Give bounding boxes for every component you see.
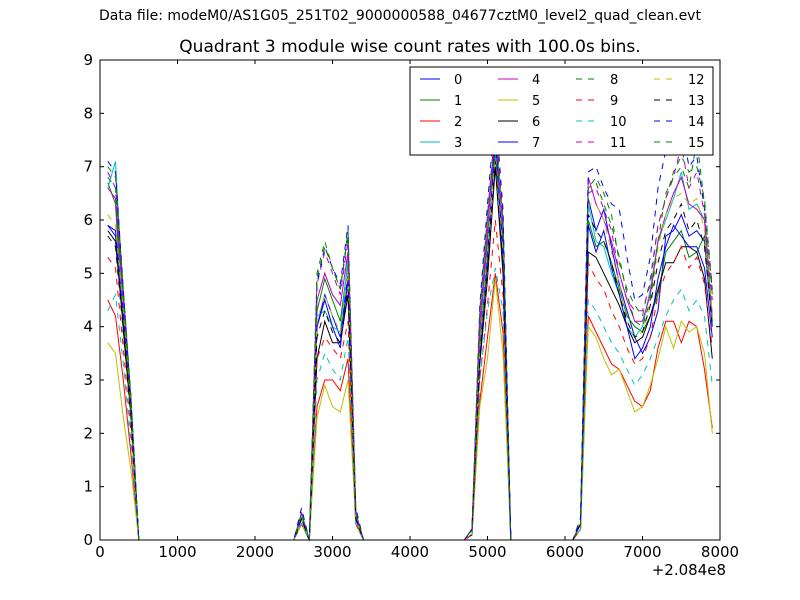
- series-line-11: [107, 123, 713, 541]
- series-line-1: [107, 155, 713, 541]
- chart-title: Quadrant 3 module wise count rates with …: [179, 37, 641, 57]
- series-line-15: [107, 134, 713, 541]
- series-line-5: [107, 278, 713, 542]
- legend-label-2: 2: [454, 115, 462, 130]
- legend-box: [409, 66, 714, 156]
- x-axis-offset-label: +2.084e8: [651, 561, 726, 579]
- legend-label-14: 14: [688, 115, 705, 130]
- x-tick-label: 5000: [468, 543, 506, 561]
- x-tick-label: 4000: [391, 543, 429, 561]
- y-tick-label: 2: [83, 424, 93, 442]
- axis-ticks: 0 1000 2000 3000 4000 5000 6000 7000 80000123456…: [83, 51, 739, 561]
- legend-label-6: 6: [532, 115, 540, 130]
- legend-label-11: 11: [610, 136, 627, 151]
- y-tick-label: 4: [83, 318, 93, 336]
- legend-label-4: 4: [532, 73, 540, 88]
- y-tick-label: 1: [83, 478, 93, 496]
- x-tick-label: 8000: [701, 543, 739, 561]
- legend-label-10: 10: [610, 115, 627, 130]
- series-line-4: [107, 129, 713, 541]
- y-tick-label: 9: [83, 51, 93, 69]
- series-line-8: [107, 123, 713, 541]
- series-line-3: [107, 145, 713, 541]
- x-tick-label: 2000: [236, 543, 274, 561]
- x-tick-label: 7000: [623, 543, 661, 561]
- legend-label-15: 15: [688, 136, 705, 151]
- legend-label-12: 12: [688, 73, 705, 88]
- series-line-10: [107, 267, 713, 541]
- y-tick-label: 8: [83, 104, 93, 122]
- legend-label-3: 3: [454, 136, 462, 151]
- legend-label-1: 1: [454, 94, 462, 109]
- y-tick-label: 5: [83, 264, 93, 282]
- x-tick-label: 0: [95, 543, 105, 561]
- legend-label-13: 13: [688, 94, 705, 109]
- x-tick-label: 6000: [546, 543, 584, 561]
- data-file-title: Data file: modeM0/AS1G05_251T02_90000005…: [99, 8, 701, 24]
- series-layer: [107, 107, 713, 542]
- legend-label-9: 9: [610, 94, 618, 109]
- legend-label-5: 5: [532, 94, 540, 109]
- y-tick-label: 3: [83, 371, 93, 389]
- series-line-0: [107, 134, 713, 541]
- series-line-2: [107, 273, 713, 542]
- series-line-13: [107, 161, 713, 541]
- legend-label-0: 0: [454, 73, 462, 88]
- series-line-14: [107, 107, 713, 541]
- series-line-7: [107, 139, 713, 541]
- y-tick-label: 0: [83, 531, 93, 549]
- x-tick-label: 3000: [313, 543, 351, 561]
- legend-label-7: 7: [532, 136, 540, 151]
- y-tick-label: 7: [83, 158, 93, 176]
- series-line-12: [107, 150, 713, 541]
- y-tick-label: 6: [83, 211, 93, 229]
- legend-label-8: 8: [610, 73, 618, 88]
- x-tick-label: 1000: [158, 543, 196, 561]
